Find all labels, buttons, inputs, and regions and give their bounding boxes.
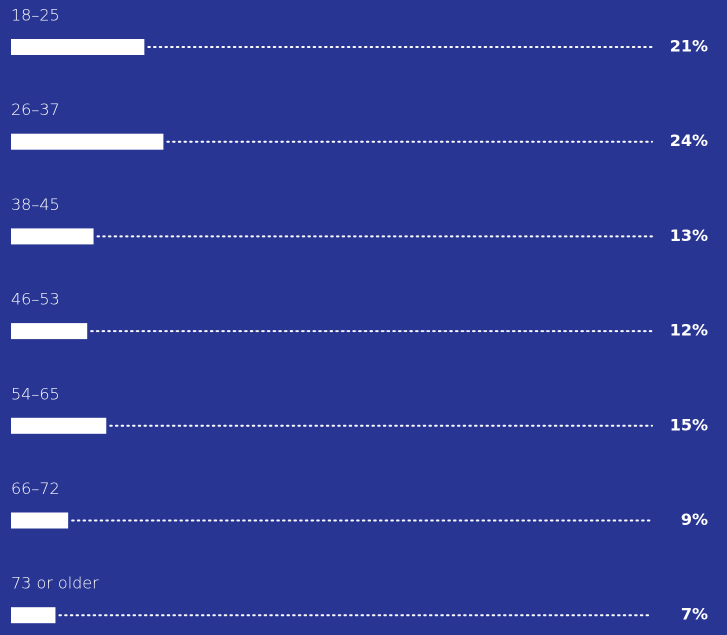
category-label: 26–37 — [11, 100, 60, 119]
value-label: 15% — [670, 415, 708, 434]
value-label: 12% — [670, 321, 708, 340]
bar — [11, 417, 107, 434]
value-label: 7% — [681, 605, 708, 624]
category-label: 66–72 — [11, 479, 60, 498]
category-label: 73 or older — [11, 574, 99, 593]
value-label: 21% — [670, 37, 708, 56]
value-label: 9% — [681, 510, 708, 529]
bar — [11, 512, 69, 529]
bar — [11, 607, 56, 624]
category-label: 38–45 — [11, 195, 60, 214]
bar — [11, 323, 88, 340]
value-label: 13% — [670, 226, 708, 245]
value-label: 24% — [670, 131, 708, 150]
bar — [11, 228, 94, 245]
category-label: 18–25 — [11, 6, 60, 25]
category-label: 46–53 — [11, 290, 60, 309]
bar — [11, 39, 145, 55]
bar — [11, 133, 164, 150]
category-label: 54–65 — [11, 384, 60, 403]
